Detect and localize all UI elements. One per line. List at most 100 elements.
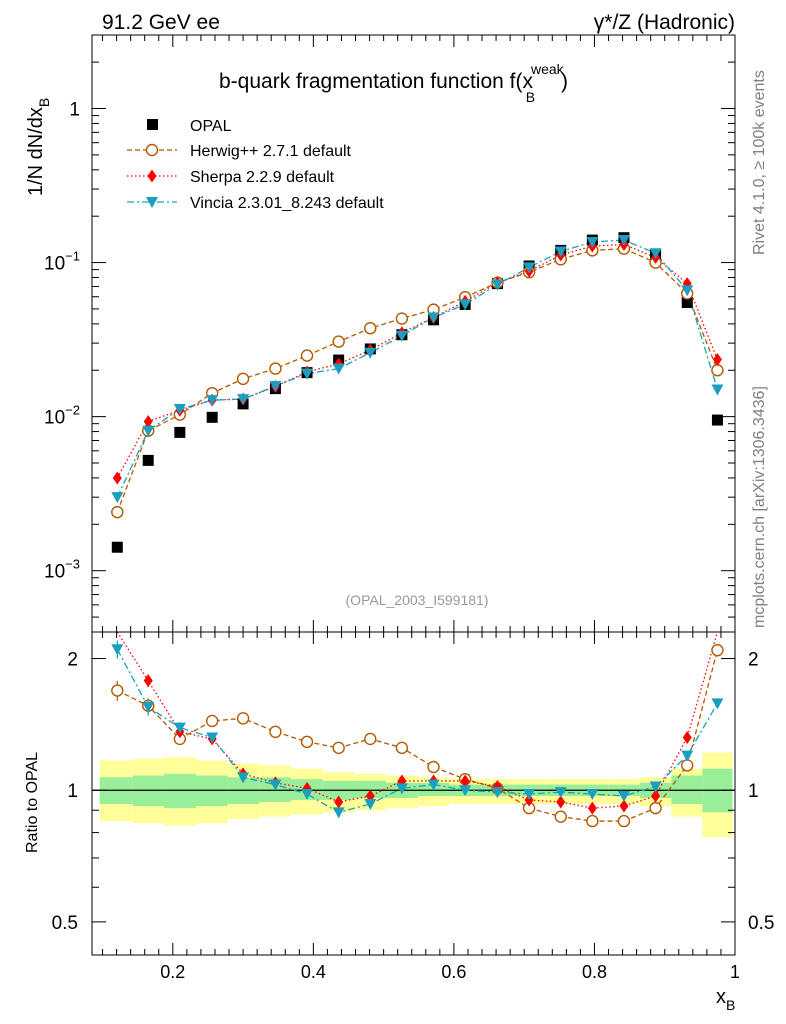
point-herwig — [711, 364, 724, 377]
data-point-opal — [174, 426, 186, 438]
ratio-point-vincia — [395, 783, 408, 795]
rivet-label: Rivet 4.1.0, ≥ 100k events — [751, 70, 768, 255]
data-point-opal — [206, 411, 218, 423]
ratio-line-sherpa — [116, 631, 719, 809]
ylabel-sub: B — [36, 98, 52, 107]
ylabel-main: 1/N dN/dx — [25, 107, 47, 196]
header-right: γ*/Z (Hadronic) — [594, 11, 735, 34]
svg-text:b-quark fragmentation function: b-quark fragmentation function f(xweak B) — [219, 61, 568, 105]
x-tick-label: 1 — [730, 962, 740, 982]
point-vincia — [395, 330, 408, 342]
legend-entry-sherpa: Sherpa 2.2.9 default — [127, 169, 335, 186]
point-vincia — [523, 262, 536, 274]
ratio-y-tick-label-right: 0.5 — [748, 913, 774, 934]
ratio-point-vincia — [554, 787, 567, 799]
x-tick-label: 0.2 — [160, 962, 185, 982]
legend-marker-herwig — [145, 143, 159, 157]
svg-text:xB: xB — [716, 986, 735, 1013]
point-herwig — [269, 362, 282, 375]
main-y-tick-base: 10 — [44, 254, 65, 275]
x-tick-label: 0.8 — [582, 962, 607, 982]
band-inner — [354, 780, 387, 798]
point-vincia — [332, 363, 345, 375]
point-vincia — [554, 246, 567, 258]
ratio-y-tick-label: 1 — [67, 781, 78, 802]
main-y-axis-label: 1/N dN/dxB — [25, 98, 52, 196]
ratio-point-vincia — [459, 785, 472, 797]
ratio-point-sherpa — [619, 799, 629, 813]
legend-entry-opal: OPAL — [147, 118, 232, 135]
ratio-point-sherpa — [682, 730, 692, 744]
legend-entry-vincia: Vincia 2.3.01_8.243 default — [127, 195, 384, 212]
ratio-point-herwig — [236, 712, 250, 725]
point-sherpa — [112, 471, 122, 485]
ratio-point-vincia — [237, 772, 250, 784]
point-vincia — [142, 425, 155, 437]
point-vincia — [459, 299, 472, 311]
ratio-point-herwig — [205, 714, 219, 728]
point-herwig — [111, 505, 124, 519]
point-herwig — [395, 312, 409, 325]
point-vincia — [237, 394, 250, 406]
mcplots-label: mcplots.cern.ch [arXiv:1306.3436] — [751, 386, 768, 628]
ratio-point-vincia — [111, 644, 124, 656]
point-vincia — [364, 347, 377, 359]
ratio-y-axis-label: Ratio to OPAL — [24, 752, 41, 853]
svg-text:1/N dN/dxB: 1/N dN/dxB — [25, 98, 52, 196]
ratio-y-tick-label: 0.5 — [52, 913, 78, 934]
xlabel-sub: B — [726, 997, 735, 1013]
main-axis-ticks: 110−110−210−3 — [44, 34, 736, 633]
ratio-point-vincia — [586, 789, 599, 801]
legend: OPAL Herwig++ 2.7.1 default Sherpa 2.2.9… — [127, 118, 384, 212]
point-vincia — [111, 492, 124, 504]
ratio-point-sherpa — [143, 674, 153, 688]
main-line-herwig — [116, 248, 719, 513]
ratio-y-tick-label-right: 2 — [748, 650, 759, 671]
ratio-line-vincia — [116, 648, 718, 814]
ratio-point-herwig — [395, 741, 409, 755]
point-vincia — [301, 368, 314, 380]
main-y-tick-label: 10−3 — [44, 557, 80, 583]
point-vincia — [173, 404, 186, 416]
main-y-tick-exp: −1 — [65, 249, 80, 264]
ratio-y-tick-label-right: 1 — [748, 781, 759, 802]
point-herwig — [300, 349, 314, 362]
point-vincia — [617, 235, 630, 247]
x-axis-label: xB — [716, 986, 735, 1013]
point-herwig — [332, 335, 345, 348]
point-vincia — [269, 381, 282, 393]
band-inner — [164, 773, 197, 809]
point-vincia — [427, 312, 440, 324]
data-point-opal — [142, 454, 154, 466]
ratio-point-vincia — [173, 722, 186, 734]
ratio-point-herwig — [300, 735, 314, 749]
ratio-y-tick-label: 2 — [67, 650, 78, 671]
data-point-opal — [111, 541, 123, 553]
main-line-sherpa — [116, 243, 719, 479]
main-y-tick-base: 10 — [44, 408, 65, 429]
title-main: b-quark fragmentation function f(x — [219, 70, 533, 93]
legend-label-herwig: Herwig++ 2.7.1 default — [190, 143, 352, 160]
legend-entry-herwig: Herwig++ 2.7.1 default — [127, 143, 352, 160]
ratio-point-herwig — [269, 725, 282, 739]
xlabel-main: x — [716, 986, 726, 1008]
main-line-vincia — [116, 239, 719, 498]
ratio-point-vincia — [364, 798, 377, 810]
ratio-point-vincia — [617, 791, 630, 803]
data-point-opal — [681, 297, 693, 309]
main-panel: 110−110−210−3 — [44, 34, 736, 633]
ratio-point-vincia — [491, 787, 504, 799]
ratio-point-herwig — [554, 810, 567, 823]
main-y-tick-exp: −2 — [65, 403, 80, 418]
ratio-point-herwig — [649, 801, 662, 815]
ratio-point-herwig — [427, 760, 440, 774]
ratio-point-sherpa — [460, 774, 470, 788]
x-tick-labels: 0.2 0.4 0.6 0.8 1 — [160, 962, 740, 982]
point-vincia — [586, 236, 599, 248]
ratio-point-vincia — [711, 698, 724, 710]
ratio-point-herwig — [364, 732, 377, 746]
ratio-plot-frame — [91, 631, 736, 956]
header-left: 91.2 GeV ee — [102, 11, 220, 34]
main-plot-frame — [91, 34, 736, 633]
main-y-tick-base: 10 — [44, 562, 65, 583]
